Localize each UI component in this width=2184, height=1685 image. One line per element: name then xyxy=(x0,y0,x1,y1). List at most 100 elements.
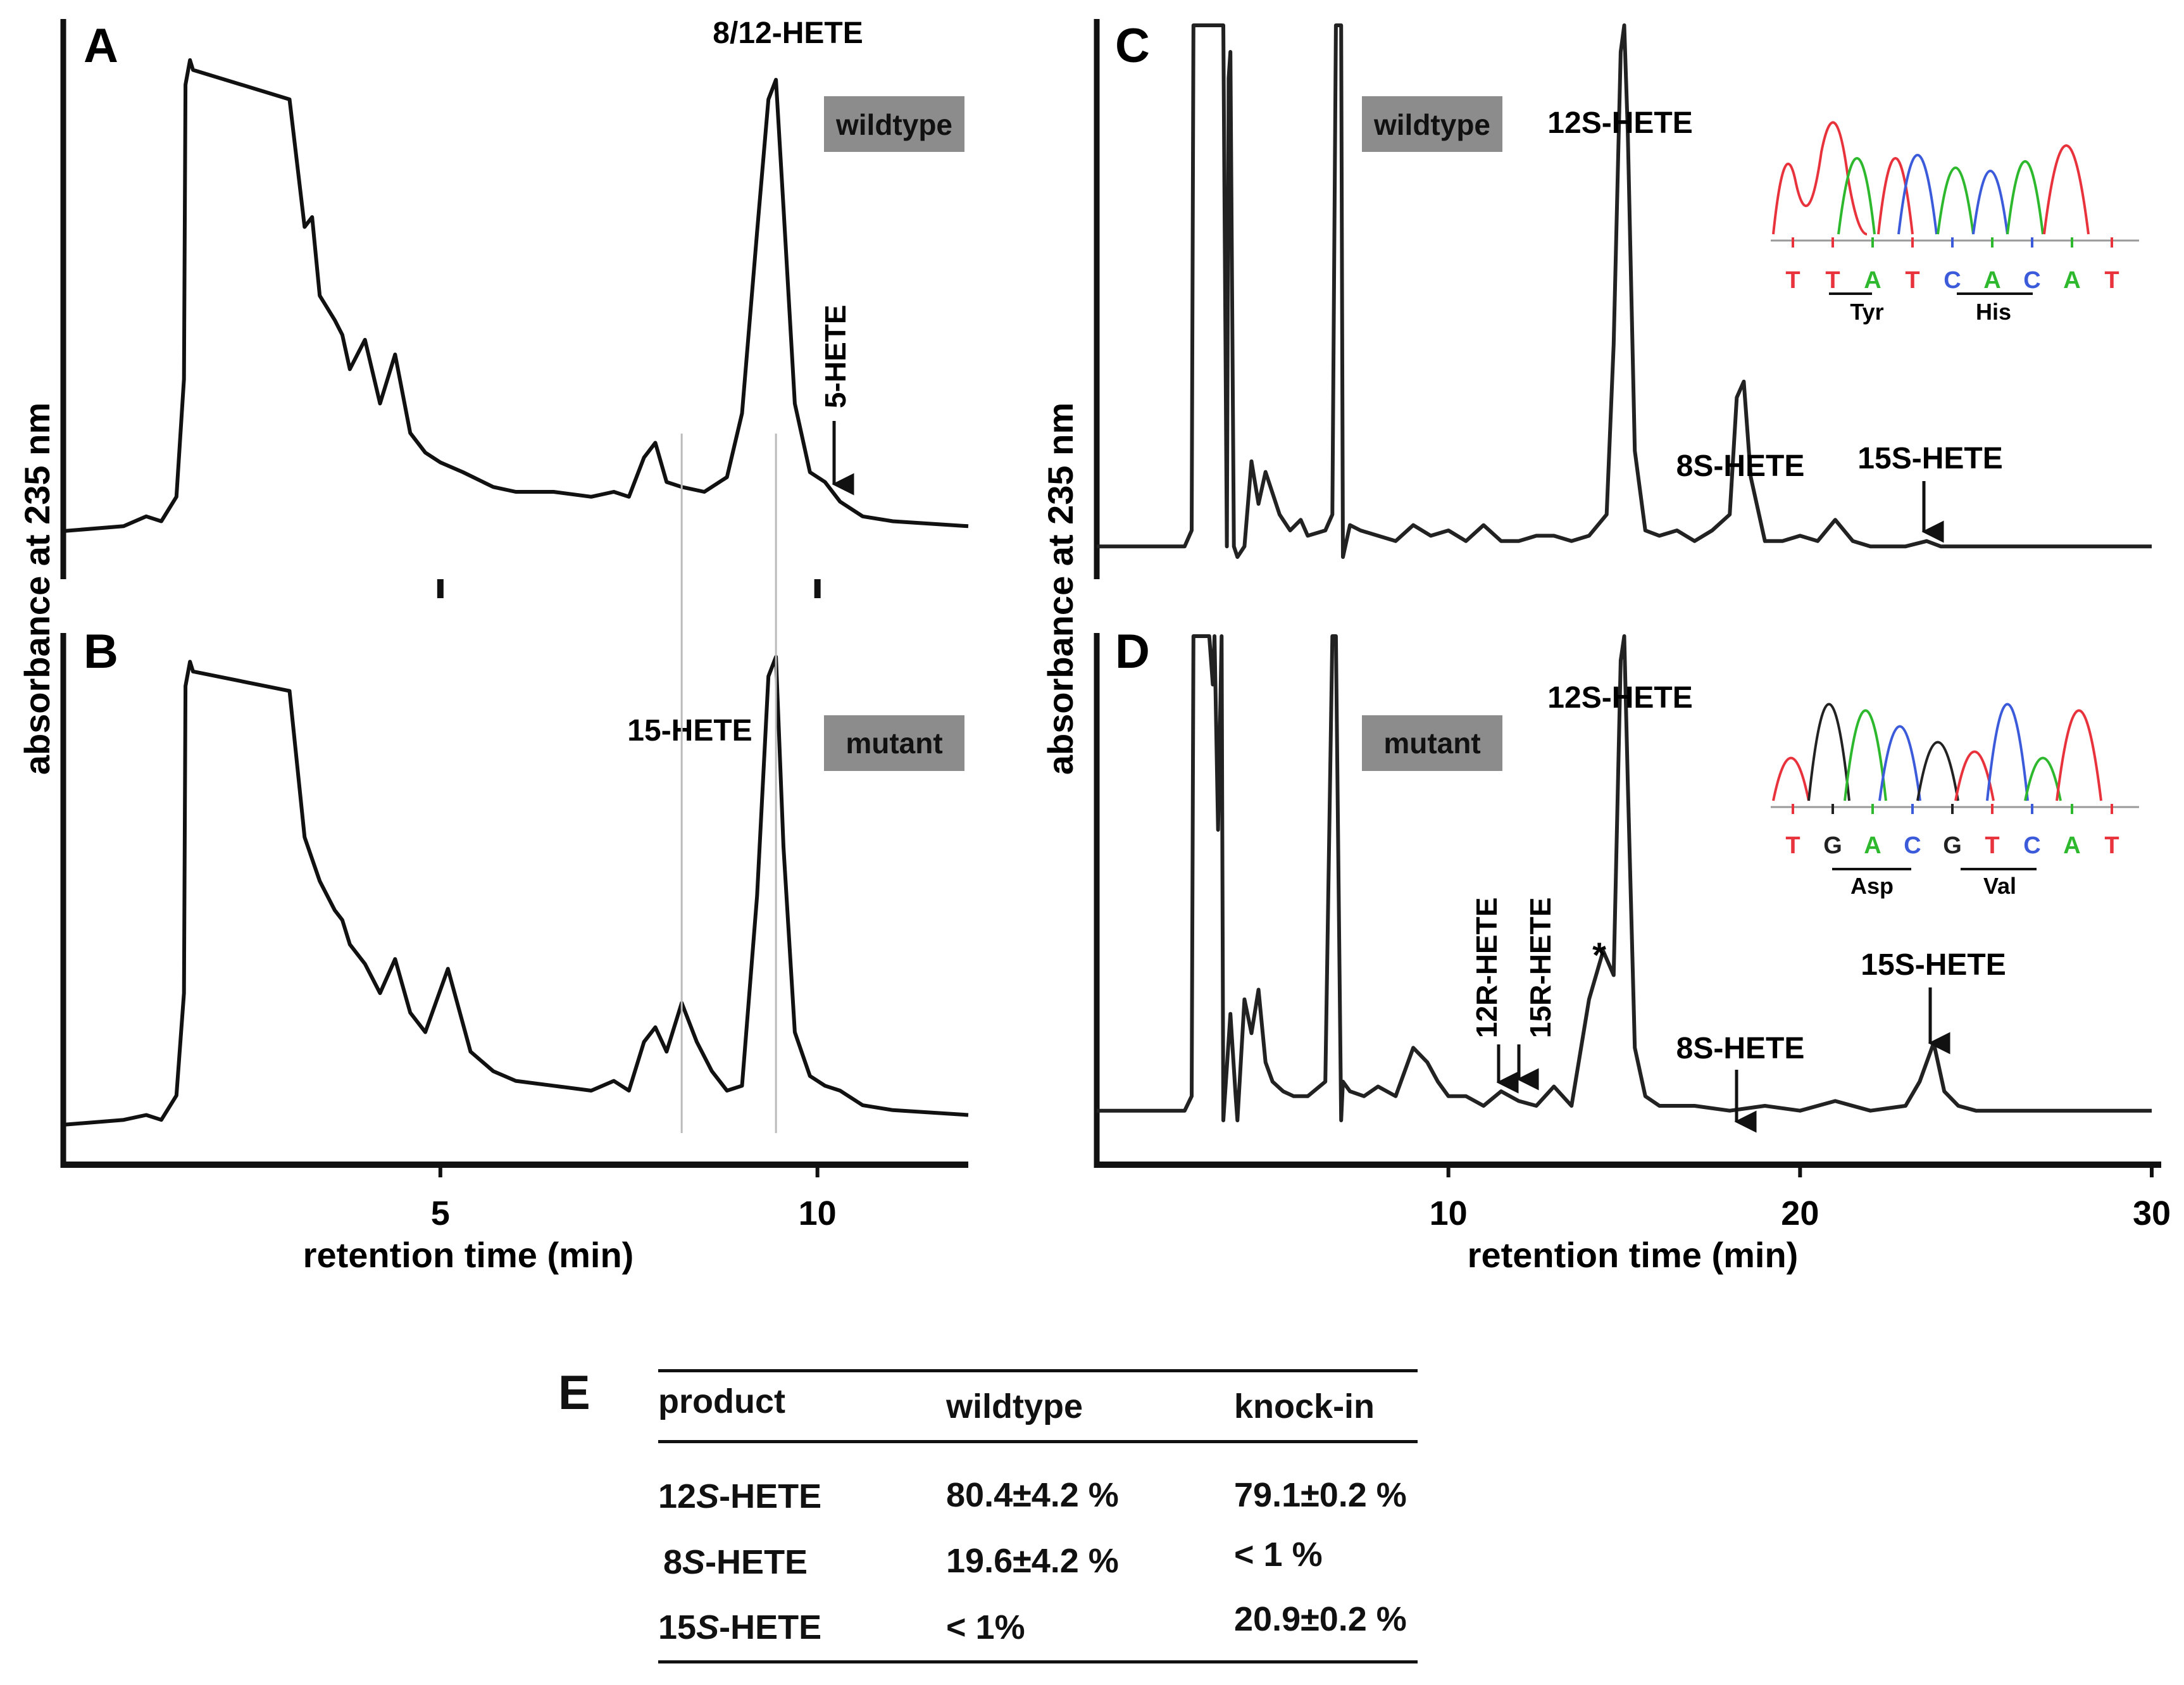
right-x-tick-10: 10 xyxy=(1430,1194,1468,1232)
table-top-rule xyxy=(658,1369,1418,1372)
panel-d-peak-15r-hete: 15R-HETE xyxy=(1524,898,1557,1038)
panel-c-trace xyxy=(1097,23,2152,559)
inset-c-trace-a1 xyxy=(1837,157,1876,235)
base-letter: G xyxy=(1943,832,1962,859)
base-letter: G xyxy=(1823,832,1842,859)
panel-d-peak-12s-hete: 12S-HETE xyxy=(1547,681,1692,715)
panel-d-trace xyxy=(1097,634,2152,1122)
left-x-axis-label: retention time (min) xyxy=(303,1235,634,1275)
panel-a-peak-8-12-hete: 8/12-HETE xyxy=(713,16,863,50)
panel-b-tag-box xyxy=(824,715,964,771)
row-product-8s: 8S-HETE xyxy=(663,1543,808,1582)
panel-c-tag: wildtype xyxy=(1373,108,1490,141)
row-wildtype-15s: < 1% xyxy=(946,1608,1025,1646)
inset-d-codon-asp: Asp xyxy=(1850,873,1894,899)
left-x-tick-5: 5 xyxy=(431,1194,450,1232)
base-letter: C xyxy=(2023,267,2040,294)
right-y-axis-label: absorbance at 235 nm xyxy=(1040,403,1080,775)
inset-d-trace-g1 xyxy=(1807,703,1850,801)
panel-b-peak-15-hete: 15-HETE xyxy=(627,714,752,748)
header-knock-in: knock-in xyxy=(1234,1387,1375,1425)
table-bottom-rule xyxy=(658,1660,1418,1663)
base-letter: T xyxy=(1825,267,1840,294)
row-product-num: 15 xyxy=(658,1608,697,1646)
inset-d-codon-val: Val xyxy=(1983,873,2016,899)
row-knockin-15s: 20.9±0.2 % xyxy=(1234,1600,1407,1638)
base-letter: C xyxy=(1904,832,1921,859)
panel-b: B mutant 15-HETE xyxy=(60,579,969,1177)
inset-d-trace-a1 xyxy=(1844,709,1887,801)
left-x-tick-10: 10 xyxy=(799,1194,837,1232)
right-x-tick-30: 30 xyxy=(2133,1194,2171,1232)
inset-d-trace-c2 xyxy=(1986,703,2029,801)
panel-d-tag-box xyxy=(1362,715,1502,771)
base-letter: C xyxy=(2023,832,2040,859)
row-wildtype-8s: 19.6±4.2 % xyxy=(946,1542,1119,1580)
panel-d-peak-15s-hete: 15S-HETE xyxy=(1861,948,2006,982)
base-letter: T xyxy=(1785,267,1800,294)
row-wildtype-12s: 80.4±4.2 % xyxy=(946,1476,1119,1514)
base-letter: A xyxy=(2063,832,2080,859)
header-product: product xyxy=(658,1382,785,1420)
panel-c-peak-15s-hete: 15S-HETE xyxy=(1857,442,2002,475)
right-x-tick-20: 20 xyxy=(1781,1194,1819,1232)
panel-a-tag-box xyxy=(824,96,964,152)
inset-d-trace-g2 xyxy=(1916,741,1959,801)
inset-d-trace-t1 xyxy=(1772,756,1810,801)
left-y-axis-label: absorbance at 235 nm xyxy=(17,403,57,775)
panel-d: D mutant 12S-HETE 12R-HETE 15R-HETE * 8S… xyxy=(1094,625,2161,1177)
row-product-s: S xyxy=(696,1608,720,1646)
panel-c-label: C xyxy=(1115,19,1150,73)
inset-d-trace-c1 xyxy=(1878,725,1921,801)
panel-d-peak-12r-hete: 12R-HETE xyxy=(1470,898,1503,1038)
row-product-num: 8 xyxy=(663,1543,683,1581)
panel-a-peak-5-hete: 5-HETE xyxy=(819,304,852,408)
table-e-label: E xyxy=(558,1366,590,1420)
row-product-s: S xyxy=(696,1477,720,1515)
inset-c-trace-t xyxy=(1772,121,1868,235)
panel-a: A wildtype 8/12-HETE 5-HETE xyxy=(60,16,969,579)
panel-c-peak-12s-hete: 12S-HETE xyxy=(1547,106,1692,140)
row-knockin-8s: < 1 % xyxy=(1234,1536,1323,1574)
inset-c-trace-t2 xyxy=(1877,157,1914,235)
row-product-num: 12 xyxy=(658,1477,697,1515)
inset-c-trace-a2 xyxy=(1937,166,1975,235)
panel-a-label: A xyxy=(84,19,118,73)
base-letter: A xyxy=(1983,267,2000,294)
row-knockin-12s: 79.1±0.2 % xyxy=(1234,1476,1407,1514)
table-header-rule xyxy=(658,1440,1418,1443)
base-letter: A xyxy=(1864,267,1881,294)
panel-b-label: B xyxy=(84,625,118,679)
panel-b-trace xyxy=(63,655,969,1127)
row-product-rest: -HETE xyxy=(719,1608,822,1646)
base-letter: T xyxy=(1905,267,1919,294)
panel-b-tag: mutant xyxy=(846,727,942,760)
row-product-12s: 12S-HETE xyxy=(658,1477,821,1516)
row-product-rest: -HETE xyxy=(719,1477,822,1515)
base-letter: T xyxy=(1785,832,1800,859)
inset-c-trace-a3 xyxy=(2006,160,2044,235)
inset-c-trace-c1 xyxy=(1897,154,1938,235)
inset-c-codon-tyr: Tyr xyxy=(1850,299,1883,325)
inset-c-codon-his: His xyxy=(1976,299,2011,325)
row-product-rest: -HETE xyxy=(705,1543,808,1581)
base-letter: C xyxy=(1944,267,1961,294)
inset-d-trace-a2 xyxy=(2024,756,2062,801)
panel-a-trace xyxy=(63,58,969,533)
header-wildtype: wildtype xyxy=(946,1387,1083,1425)
panel-d-label: D xyxy=(1115,625,1150,679)
row-product-s: S xyxy=(682,1543,706,1581)
panel-d-peak-8s-hete: 8S-HETE xyxy=(1676,1032,1805,1065)
base-letter: T xyxy=(2104,267,2119,294)
row-product-15s: 15S-HETE xyxy=(658,1608,821,1647)
panel-d-star: * xyxy=(1592,935,1606,975)
panel-d-tag: mutant xyxy=(1383,727,1480,760)
right-x-axis-label: retention time (min) xyxy=(1468,1235,1799,1275)
inset-d-trace-t3 xyxy=(2056,709,2102,801)
